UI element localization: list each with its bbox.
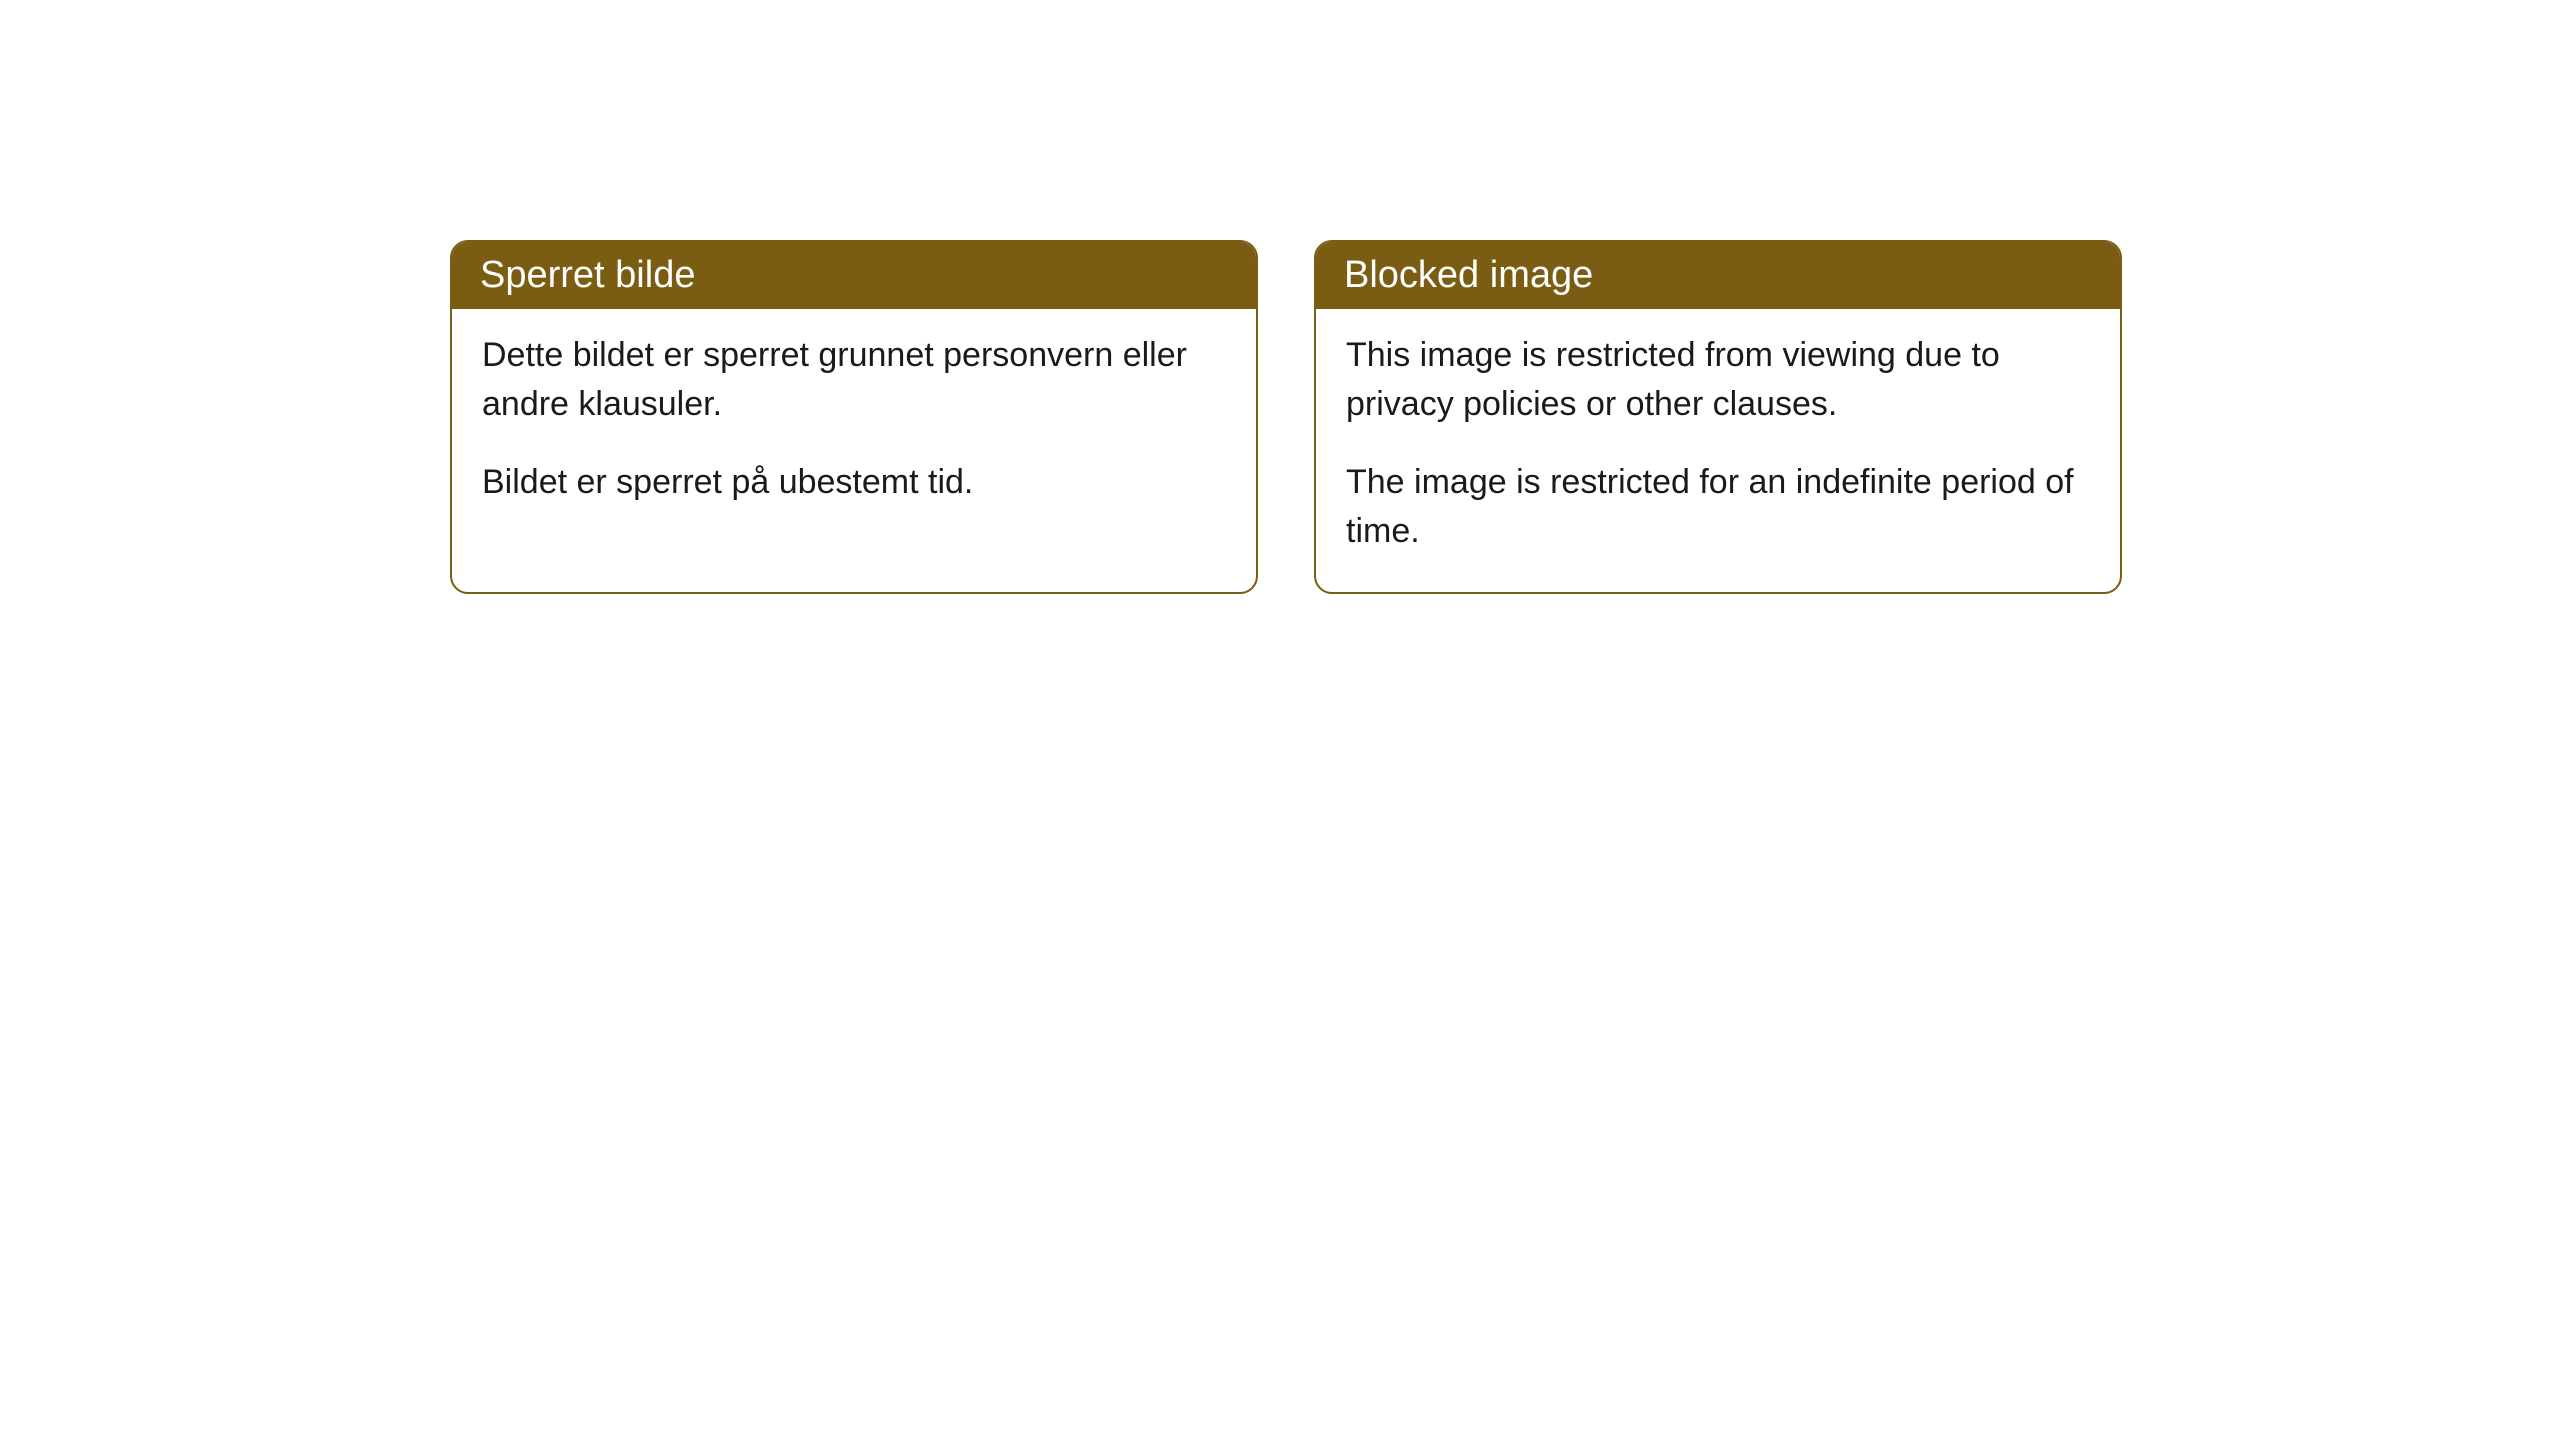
card-header-norwegian: Sperret bilde <box>452 242 1256 309</box>
card-body-norwegian: Dette bildet er sperret grunnet personve… <box>452 309 1256 543</box>
card-header-english: Blocked image <box>1316 242 2120 309</box>
card-english: Blocked image This image is restricted f… <box>1314 240 2122 594</box>
card-paragraph: This image is restricted from viewing du… <box>1346 331 2090 430</box>
card-norwegian: Sperret bilde Dette bildet er sperret gr… <box>450 240 1258 594</box>
cards-container: Sperret bilde Dette bildet er sperret gr… <box>450 240 2560 594</box>
card-title: Sperret bilde <box>480 254 695 296</box>
card-paragraph: Bildet er sperret på ubestemt tid. <box>482 458 1226 507</box>
card-body-english: This image is restricted from viewing du… <box>1316 309 2120 592</box>
card-paragraph: Dette bildet er sperret grunnet personve… <box>482 331 1226 430</box>
card-title: Blocked image <box>1344 254 1593 296</box>
card-paragraph: The image is restricted for an indefinit… <box>1346 458 2090 557</box>
